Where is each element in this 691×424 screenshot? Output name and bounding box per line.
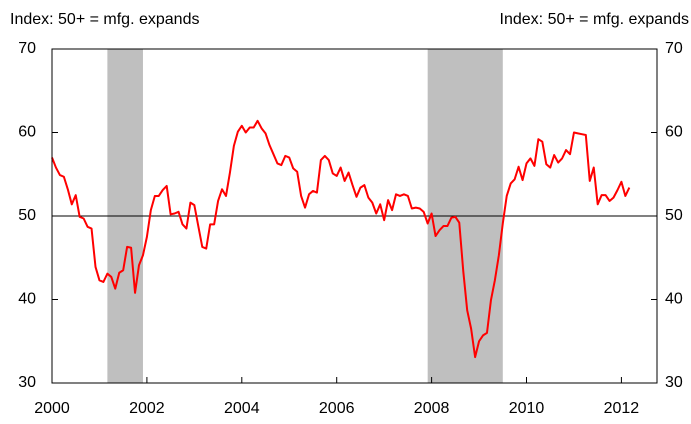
x-tick-label: 2000 bbox=[34, 400, 70, 417]
y-axis-label: Index: 50+ = mfg. expands bbox=[10, 11, 199, 28]
x-tick-label: 2012 bbox=[604, 400, 640, 417]
y2-tick-label: 60 bbox=[665, 124, 683, 141]
x-tick-label: 2004 bbox=[224, 400, 260, 417]
plot-frame bbox=[51, 48, 658, 384]
y2-tick-label: 50 bbox=[665, 207, 683, 224]
data-line bbox=[51, 119, 631, 359]
y2-axis-label: Index: 50+ = mfg. expands bbox=[500, 11, 689, 28]
y-tick-label: 60 bbox=[18, 124, 36, 141]
y-tick-label: 70 bbox=[18, 40, 36, 57]
y-tick-label: 30 bbox=[18, 374, 36, 391]
x-tick-label: 2006 bbox=[319, 400, 355, 417]
y-tick-label: 50 bbox=[18, 207, 36, 224]
y2-tick-label: 40 bbox=[665, 291, 683, 308]
y-tick-label: 40 bbox=[18, 291, 36, 308]
x-tick-label: 2010 bbox=[509, 400, 545, 417]
y2-tick-label: 30 bbox=[665, 374, 683, 391]
y2-tick-label: 70 bbox=[665, 40, 683, 57]
x-tick-label: 2008 bbox=[414, 400, 450, 417]
x-tick-label: 2002 bbox=[129, 400, 165, 417]
